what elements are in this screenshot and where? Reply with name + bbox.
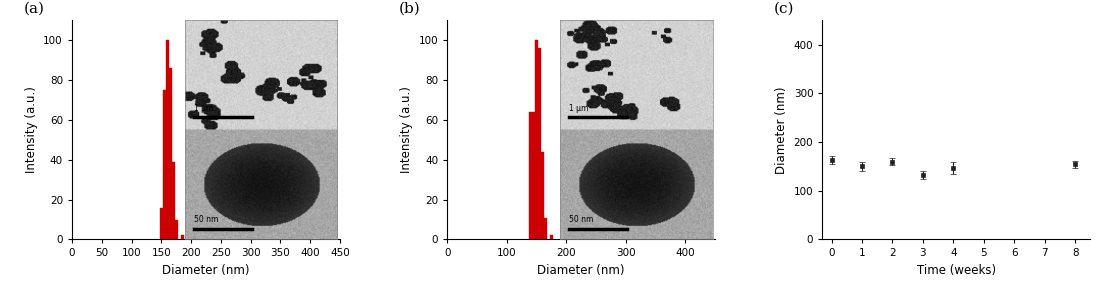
Bar <box>529 112 532 239</box>
Bar <box>159 208 163 239</box>
Bar <box>172 162 175 239</box>
Bar <box>544 218 547 239</box>
Y-axis label: Diameter (nm): Diameter (nm) <box>775 86 788 174</box>
Bar <box>166 40 168 239</box>
Bar <box>168 68 172 239</box>
X-axis label: Diameter (nm): Diameter (nm) <box>537 264 625 277</box>
Bar <box>538 48 541 239</box>
Bar <box>180 235 184 239</box>
Y-axis label: Intensity (a.u.): Intensity (a.u.) <box>400 86 413 173</box>
Bar <box>532 112 535 239</box>
X-axis label: Diameter (nm): Diameter (nm) <box>163 264 250 277</box>
Text: (a): (a) <box>23 2 44 16</box>
Text: (c): (c) <box>774 2 795 16</box>
Bar <box>541 152 544 239</box>
Y-axis label: Intensity (a.u.): Intensity (a.u.) <box>24 86 38 173</box>
Text: (b): (b) <box>399 2 421 16</box>
Bar <box>175 220 177 239</box>
Bar <box>550 235 552 239</box>
Bar <box>535 40 538 239</box>
X-axis label: Time (weeks): Time (weeks) <box>917 264 996 277</box>
Bar <box>163 90 166 239</box>
